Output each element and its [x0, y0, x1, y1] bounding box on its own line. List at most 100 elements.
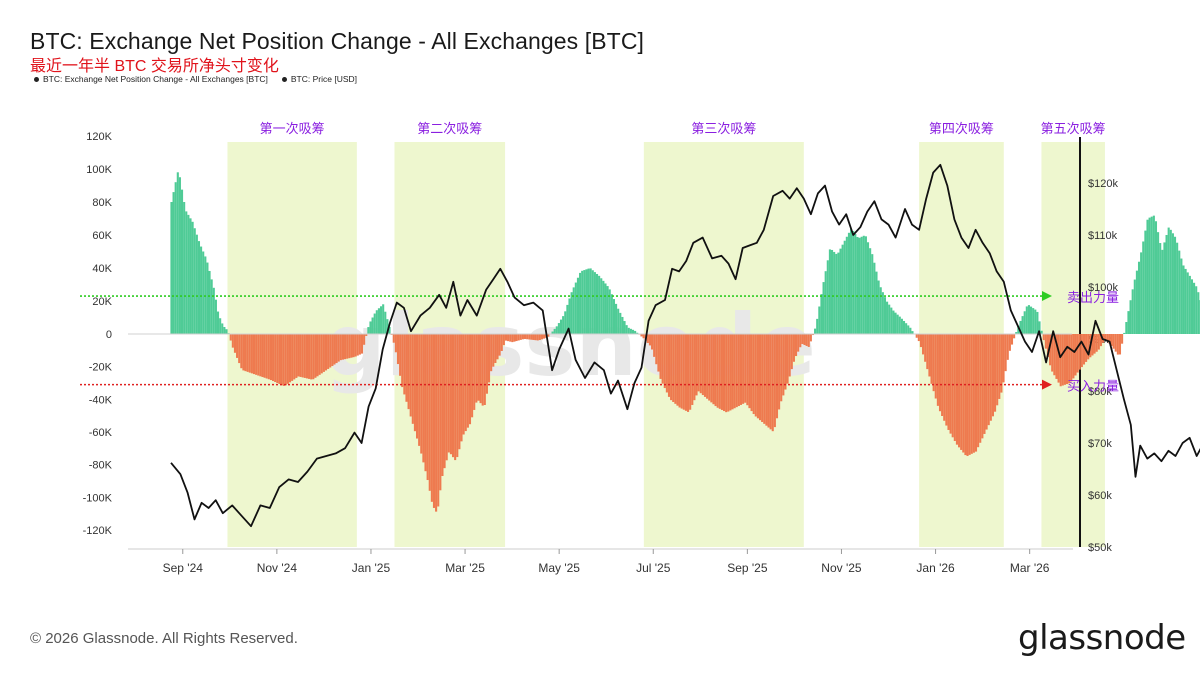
net-inflow-bar — [206, 262, 209, 334]
net-outflow-bar — [723, 334, 726, 412]
net-outflow-bar — [483, 334, 486, 405]
net-outflow-bar — [1114, 334, 1117, 352]
net-outflow-bar — [250, 334, 253, 374]
net-inflow-bar — [1025, 306, 1028, 334]
net-inflow-bar — [170, 202, 173, 334]
net-outflow-bar — [310, 334, 313, 380]
net-inflow-bar — [1159, 243, 1162, 334]
net-outflow-bar — [284, 334, 287, 386]
net-inflow-bar — [602, 280, 605, 334]
net-outflow-bar — [917, 334, 920, 342]
net-outflow-bar — [665, 334, 668, 393]
net-inflow-bar — [1190, 279, 1194, 334]
net-inflow-bar — [1129, 300, 1132, 334]
net-outflow-bar — [750, 334, 753, 412]
net-outflow-bar — [430, 334, 433, 502]
legend-item-price[interactable]: BTC: Price [USD] — [281, 74, 357, 84]
net-outflow-bar — [924, 334, 927, 362]
net-inflow-bar — [1131, 289, 1134, 334]
right-axis-tick-label: $50k — [1088, 542, 1112, 554]
net-outflow-bar — [752, 334, 755, 415]
net-outflow-bar — [767, 334, 770, 428]
net-outflow-bar — [308, 334, 311, 379]
net-outflow-bar — [316, 334, 319, 377]
net-outflow-bar — [712, 334, 715, 405]
net-outflow-bar — [714, 334, 717, 407]
net-outflow-bar — [346, 334, 349, 359]
net-outflow-bar — [348, 334, 351, 359]
net-outflow-bar — [775, 334, 779, 419]
left-axis-tick-label: -40K — [89, 394, 113, 406]
net-outflow-bar — [543, 334, 546, 339]
net-outflow-bar — [502, 334, 505, 346]
net-outflow-bar — [441, 334, 444, 476]
net-inflow-bar — [612, 299, 616, 334]
net-outflow-bar — [291, 334, 294, 381]
net-outflow-bar — [305, 334, 309, 379]
legend: BTC: Exchange Net Position Change - All … — [34, 74, 357, 84]
right-axis-tick-label: $60k — [1088, 490, 1112, 502]
net-outflow-bar — [517, 334, 520, 341]
net-inflow-bar — [629, 328, 632, 334]
net-outflow-bar — [648, 334, 651, 346]
net-outflow-bar — [322, 334, 325, 372]
net-outflow-bar — [299, 334, 302, 377]
net-outflow-bar — [1070, 334, 1073, 382]
net-outflow-bar — [435, 334, 438, 512]
net-inflow-bar — [576, 277, 580, 334]
left-axis-tick-label: 80K — [92, 197, 112, 209]
net-outflow-bar — [269, 334, 273, 381]
net-outflow-bar — [1078, 334, 1081, 370]
net-outflow-bar — [331, 334, 334, 367]
net-outflow-bar — [460, 334, 463, 442]
net-outflow-bar — [1055, 334, 1058, 379]
net-outflow-bar — [229, 334, 232, 341]
net-outflow-bar — [799, 334, 802, 348]
net-inflow-bar — [862, 235, 865, 334]
x-axis-tick-label: May '25 — [538, 561, 580, 575]
net-outflow-bar — [953, 334, 956, 441]
net-inflow-bar — [1195, 286, 1198, 334]
net-outflow-bar — [1118, 334, 1122, 355]
x-axis-tick-label: Mar '25 — [445, 561, 485, 575]
net-inflow-bar — [187, 214, 190, 334]
net-outflow-bar — [396, 334, 400, 365]
net-inflow-bar — [841, 244, 844, 334]
net-inflow-bar — [850, 228, 853, 334]
net-inflow-bar — [1023, 311, 1026, 334]
net-inflow-bar — [830, 249, 834, 334]
net-outflow-bar — [693, 334, 696, 401]
net-outflow-bar — [324, 334, 328, 371]
net-outflow-bar — [642, 334, 645, 339]
net-outflow-bar — [744, 334, 747, 403]
net-inflow-bar — [221, 323, 224, 334]
net-outflow-bar — [318, 334, 321, 375]
net-outflow-bar — [1063, 334, 1066, 385]
net-inflow-bar — [1032, 308, 1035, 334]
legend-item-net-position[interactable]: BTC: Exchange Net Position Change - All … — [34, 74, 268, 84]
net-inflow-bar — [172, 192, 175, 334]
net-inflow-bar — [818, 306, 821, 334]
net-inflow-bar — [197, 241, 201, 334]
net-inflow-bar — [591, 270, 594, 334]
net-outflow-bar — [947, 334, 950, 430]
net-inflow-bar — [835, 253, 838, 334]
net-outflow-bar — [676, 334, 679, 406]
net-inflow-bar — [191, 221, 194, 334]
net-inflow-bar — [583, 270, 586, 334]
net-outflow-bar — [1087, 334, 1090, 360]
net-inflow-bar — [856, 236, 859, 334]
net-outflow-bar — [748, 334, 751, 409]
net-outflow-bar — [1082, 334, 1086, 365]
net-outflow-bar — [1002, 334, 1005, 383]
net-outflow-bar — [257, 334, 260, 376]
left-axis-tick-label: 60K — [92, 230, 112, 242]
net-outflow-bar — [479, 334, 482, 404]
net-inflow-bar — [1027, 305, 1030, 334]
net-outflow-bar — [405, 334, 408, 402]
net-outflow-bar — [238, 334, 241, 364]
legend-dot-icon — [281, 76, 287, 82]
net-outflow-bar — [252, 334, 256, 375]
net-inflow-bar — [615, 303, 618, 334]
net-inflow-bar — [574, 282, 577, 334]
